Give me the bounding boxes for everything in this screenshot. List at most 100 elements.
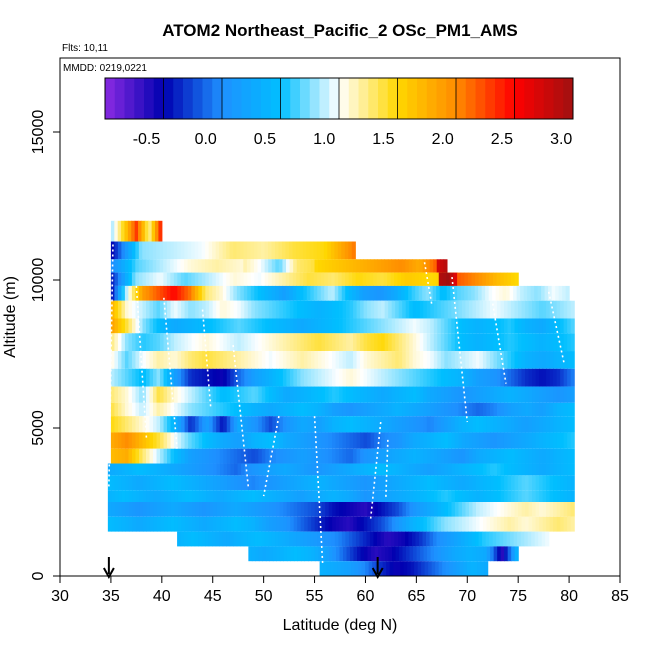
heatmap-cell: [188, 448, 193, 464]
heatmap-cell: [279, 546, 284, 562]
heatmap-cell: [286, 351, 291, 369]
heatmap-cell: [553, 318, 558, 334]
heatmap-cell: [314, 490, 319, 502]
heatmap-cell: [458, 502, 463, 517]
heatmap-cell: [241, 502, 246, 517]
heatmap-cell: [570, 386, 575, 403]
heatmap-cell: [117, 368, 123, 387]
heatmap-cell: [124, 272, 129, 286]
heatmap-cell: [268, 432, 273, 449]
heatmap-cell: [421, 561, 426, 576]
heatmap-cell: [128, 416, 133, 433]
heatmap-cell: [419, 463, 425, 476]
heatmap-cell: [331, 285, 336, 301]
heatmap-cell: [328, 448, 333, 464]
heatmap-cell: [279, 333, 284, 352]
heatmap-cell: [195, 463, 200, 476]
heatmap-cell: [244, 386, 249, 403]
heatmap-cell: [241, 463, 246, 476]
heatmap-cell: [475, 333, 481, 352]
heatmap-cell: [349, 448, 354, 464]
heatmap-cell: [437, 490, 442, 502]
heatmap-cell: [269, 475, 274, 491]
heatmap-cell: [205, 333, 210, 352]
heatmap-cell: [511, 402, 516, 417]
heatmap-cell: [560, 463, 565, 476]
heatmap-cell: [363, 490, 368, 502]
heatmap-cell: [325, 516, 330, 532]
heatmap-cell: [131, 272, 136, 286]
heatmap-cell: [395, 318, 400, 334]
heatmap-cell: [539, 318, 544, 334]
heatmap-cell: [440, 490, 446, 502]
heatmap-cell: [535, 502, 540, 517]
heatmap-cell: [139, 490, 144, 502]
heatmap-cell: [362, 272, 367, 286]
heatmap-cell: [373, 272, 378, 286]
heatmap-cell: [503, 386, 509, 403]
heatmap-cell: [430, 318, 435, 334]
heatmap-cell: [226, 402, 231, 417]
heatmap-cell: [503, 300, 509, 319]
heatmap-cell: [216, 333, 221, 352]
heatmap-cell: [549, 386, 554, 403]
heatmap-cell: [251, 402, 256, 417]
heatmap-cell: [367, 490, 372, 502]
heatmap-cell: [370, 259, 375, 273]
heatmap-cell: [194, 531, 199, 547]
heatmap-cell: [107, 516, 112, 532]
heatmap-cell: [328, 463, 333, 476]
heatmap-cell: [409, 300, 414, 319]
heatmap-cell: [381, 318, 386, 334]
heatmap-cell: [153, 448, 158, 464]
heatmap-cell: [412, 516, 418, 532]
heatmap-cell: [404, 285, 409, 301]
heatmap-cell: [430, 516, 435, 532]
heatmap-cell: [478, 285, 483, 301]
heatmap-cell: [261, 259, 266, 273]
colorbar-cell: [339, 78, 350, 119]
heatmap-cell: [332, 259, 337, 273]
heatmap-cell: [507, 386, 512, 403]
colorbar-cell: [231, 78, 242, 119]
heatmap-cell: [226, 448, 231, 464]
heatmap-cell: [121, 502, 126, 517]
heatmap-cell: [321, 333, 326, 352]
heatmap-cell: [412, 463, 418, 476]
heatmap-cell: [567, 463, 572, 476]
heatmap-cell: [539, 490, 544, 502]
heatmap-cell: [318, 475, 323, 491]
heatmap-cell: [476, 463, 481, 476]
heatmap-cell: [479, 318, 484, 334]
heatmap-cell: [374, 368, 379, 387]
heatmap-cell: [258, 333, 263, 352]
heatmap-cell: [482, 386, 488, 403]
heatmap-cell: [380, 272, 385, 286]
heatmap-cell: [482, 531, 487, 547]
heatmap-cell: [184, 272, 189, 286]
heatmap-cell: [234, 490, 239, 502]
heatmap-cell: [363, 259, 368, 273]
heatmap-cell: [472, 490, 477, 502]
heatmap-cell: [482, 333, 488, 352]
heatmap-cell: [499, 531, 504, 547]
heatmap-cell: [388, 318, 393, 334]
heatmap-cell: [428, 561, 433, 576]
heatmap-cell: [226, 285, 231, 301]
heatmap-cell: [468, 416, 473, 433]
heatmap-cell: [163, 490, 169, 502]
heatmap-cell: [555, 285, 560, 301]
heatmap-cell: [279, 351, 284, 369]
heatmap-cell: [520, 531, 525, 547]
heatmap-cell: [475, 351, 481, 369]
heatmap-cell: [468, 318, 473, 334]
heatmap-cell: [461, 416, 466, 433]
heatmap-cell: [433, 531, 438, 547]
heatmap-cell: [163, 402, 168, 417]
heatmap-cell: [525, 402, 530, 417]
heatmap-cell: [145, 285, 150, 301]
heatmap-cell: [286, 432, 291, 449]
heatmap-cell: [546, 333, 551, 352]
heatmap-cell: [194, 285, 199, 301]
heatmap-cell: [237, 351, 242, 369]
